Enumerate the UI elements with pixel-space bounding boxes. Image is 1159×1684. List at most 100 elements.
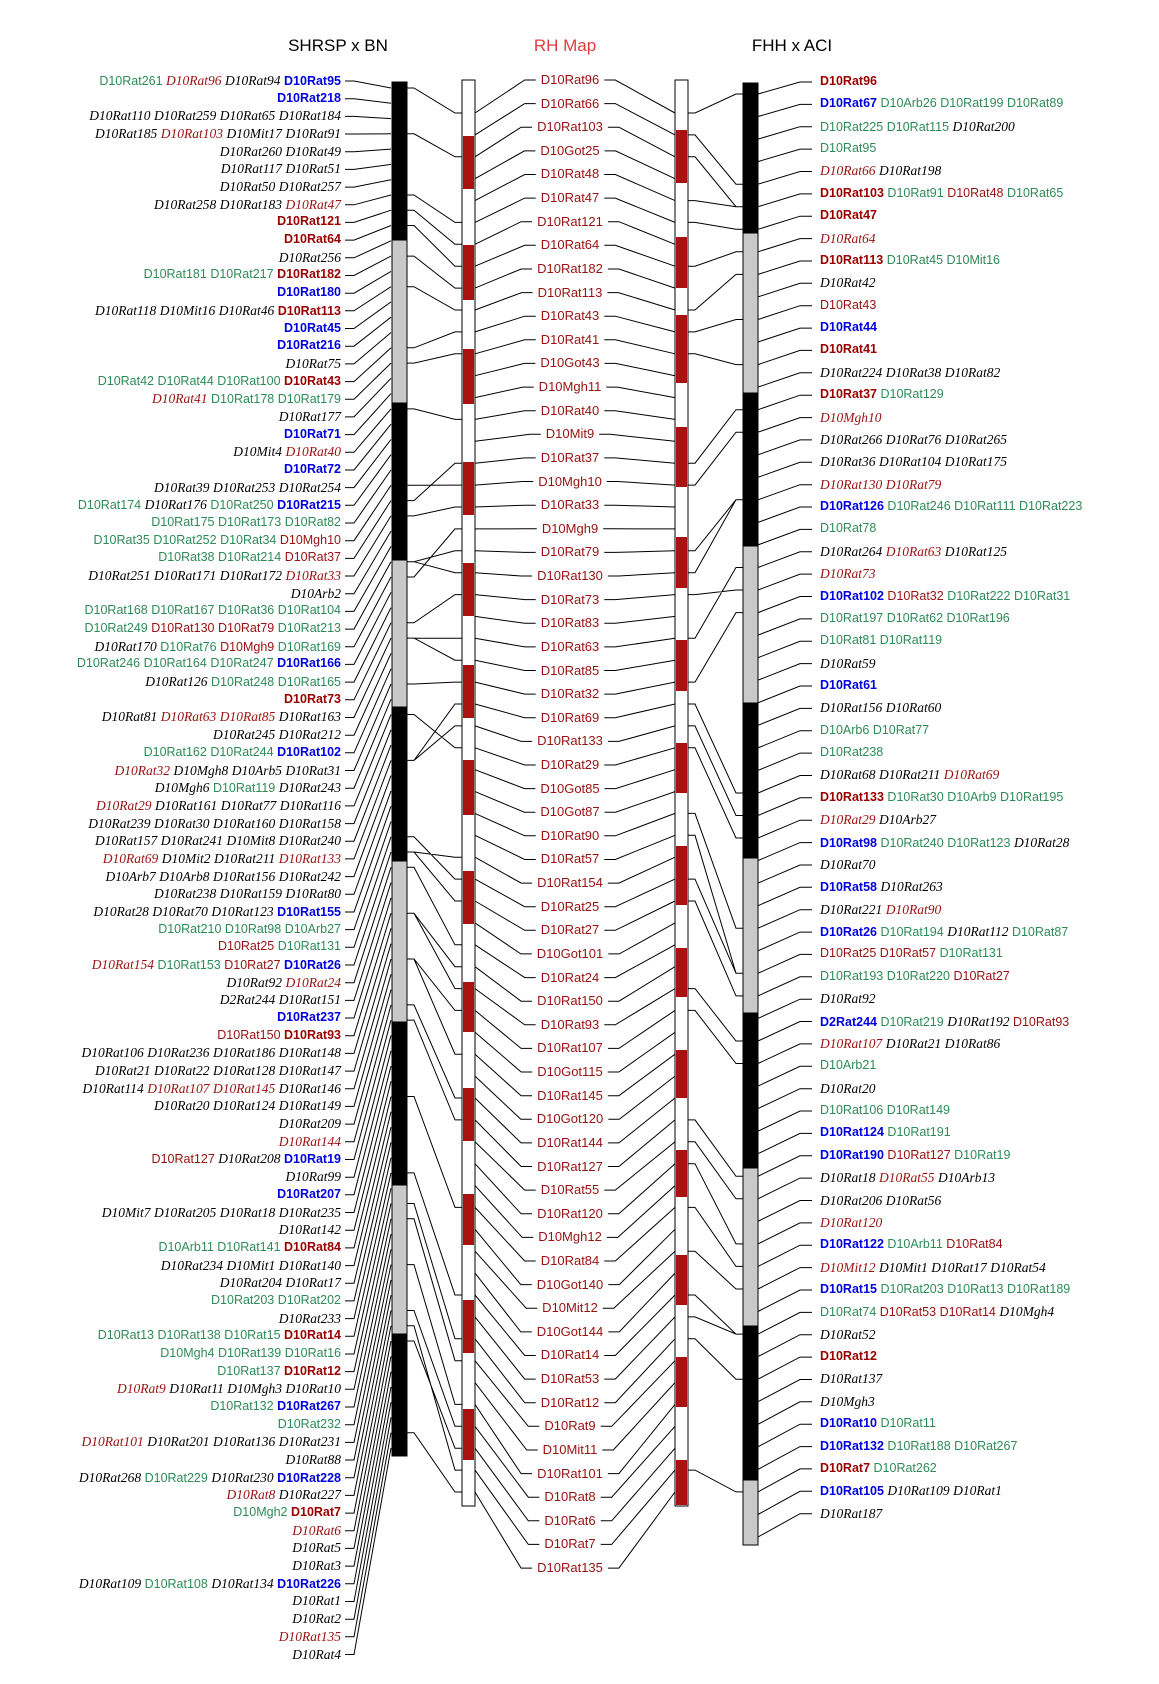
rh-map-row: D10Rat182 [537, 261, 603, 276]
marker-label: D10Rat196 [946, 610, 1010, 625]
marker-label: D10Rat154 [537, 875, 603, 891]
marker-label: D10Rat100 [217, 373, 281, 388]
marker-label: D10Arb7 [105, 868, 156, 884]
left-map-row: D10Rat5 [292, 1540, 341, 1555]
marker-label: D10Rat27 [540, 922, 600, 938]
marker-label: D10Rat210 [158, 921, 222, 936]
left-map-row: D10Rat20 D10Rat124 D10Rat149 [154, 1098, 341, 1113]
marker-label: D10Rat3 [292, 1558, 341, 1574]
marker-label: D10Rat76 [160, 639, 217, 654]
rh-map-row: D10Rat130 [537, 568, 603, 583]
marker-label: D10Mgh10 [820, 409, 882, 425]
marker-label: D10Rat107 [537, 1040, 603, 1056]
left-map-row: D10Mgh2 D10Rat7 [233, 1505, 341, 1520]
marker-label: D10Arb26 [880, 96, 937, 111]
left-map-row: D10Rat38 D10Rat214 D10Rat37 [158, 550, 341, 565]
marker-label: D10Rat124 [820, 1125, 884, 1140]
marker-label: D10Rat186 [213, 1045, 276, 1061]
marker-label: D10Rat182 [277, 267, 341, 282]
marker-label: D10Rat9 [117, 1381, 166, 1397]
right-map-title: FHH x ACI [751, 36, 833, 55]
marker-label: D10Mgh3 [227, 1381, 283, 1397]
right-map-row: D10Rat37 D10Rat129 [820, 387, 944, 402]
rh-map-row: D10Rat66 [541, 96, 600, 111]
marker-label: D10Rat65 [219, 108, 276, 124]
marker-label: D10Rat167 [151, 603, 215, 618]
marker-label: D10Rat246 [76, 656, 141, 671]
marker-label: D10Rat139 [217, 1345, 282, 1360]
marker-label: D10Rat141 [217, 1239, 281, 1254]
right-map-row: D10Rat25 D10Rat57 D10Rat131 [820, 946, 1003, 961]
marker-label: D10Rat162 [143, 744, 207, 759]
left-map-row: D10Rat41 D10Rat178 D10Rat179 [152, 391, 341, 406]
marker-label: D10Rat140 [278, 1257, 341, 1273]
marker-label: D10Rat7 [820, 1460, 871, 1475]
marker-label: D10Rat133 [820, 789, 884, 804]
right-map-row: D10Rat105 D10Rat109 D10Rat1 [820, 1483, 1002, 1498]
rh-bar-left-band [463, 349, 474, 404]
marker-label: D10Rat209 [278, 1116, 341, 1132]
marker-label: D10Rat38 [158, 550, 215, 565]
marker-label: D10Rat235 [278, 1204, 341, 1220]
marker-label: D10Rat266 [820, 431, 883, 447]
left-map-row: D10Rat232 [278, 1417, 341, 1432]
marker-label: D10Rat131 [277, 939, 341, 954]
marker-label: D10Rat156 [213, 868, 276, 884]
rh-map-row: D10Mit12 [542, 1300, 598, 1315]
marker-label: D10Rat44 [157, 373, 214, 388]
marker-label: D10Rat123 [947, 835, 1011, 850]
marker-label: D10Rat55 [878, 1170, 935, 1186]
marker-label: D10Rat70 [152, 903, 208, 919]
left-map-row: D10Rat135 [279, 1629, 341, 1644]
marker-label: D10Rat43 [284, 373, 341, 388]
left-map-row: D10Rat42 D10Rat44 D10Rat100 D10Rat43 [98, 374, 341, 389]
marker-label: D10Rat182 [537, 260, 603, 276]
marker-label: D10Rat202 [277, 1292, 341, 1307]
marker-label: D10Rat251 [88, 568, 151, 584]
marker-label: D10Rat203 [880, 1281, 944, 1296]
rh-map-row: D10Got144 [537, 1324, 604, 1339]
marker-label: D10Mgh2 [233, 1505, 288, 1520]
marker-label: D10Rat37 [540, 449, 600, 465]
marker-label: D10Rat159 [219, 886, 283, 902]
rh-map-row: D10Got85 [540, 781, 599, 796]
marker-label: D10Rat120 [537, 1205, 603, 1221]
marker-label: D10Rat81 [101, 709, 158, 725]
marker-label: D10Rat104 [878, 454, 942, 470]
right-map-row: D10Rat137 [820, 1371, 882, 1386]
marker-label: D10Rat236 [147, 1045, 210, 1061]
right-map-row: D10Rat264 D10Rat63 D10Rat125 [820, 544, 1007, 559]
marker-label: D10Rat25 [820, 946, 877, 961]
marker-label: D10Rat7 [544, 1536, 596, 1552]
fhh-ideogram-segment [742, 1325, 759, 1481]
marker-label: D10Rat130 [820, 476, 883, 492]
rh-bar-left-band [463, 462, 474, 515]
marker-label: D10Rat118 [95, 302, 157, 318]
rh-map-row: D10Rat27 [541, 922, 600, 937]
rh-map-row: D10Rat145 [537, 1088, 603, 1103]
marker-label: D10Rat180 [277, 285, 341, 300]
right-map-row: D10Rat70 [820, 857, 876, 872]
marker-label: D10Rat237 [277, 1010, 341, 1025]
rh-map-row: D10Mgh11 [539, 379, 602, 394]
rh-map-row: D10Rat24 [541, 970, 600, 985]
left-map-row: D10Rat28 D10Rat70 D10Rat123 D10Rat155 [93, 904, 341, 919]
marker-label: D10Rat177 [278, 408, 341, 424]
marker-label: D10Rat79 [885, 476, 942, 492]
left-map-row: D10Rat256 [279, 250, 341, 265]
left-map-title: SHRSP x BN [288, 36, 388, 55]
rh-map-row: D10Rat48 [541, 166, 600, 181]
rh-bar-right-band [676, 846, 687, 905]
left-map-row: D10Rat203 D10Rat202 [211, 1293, 341, 1308]
left-map-row: D10Rat154 D10Rat153 D10Rat27 D10Rat26 [92, 957, 341, 972]
marker-label: D10Rat99 [285, 1169, 342, 1185]
right-map-row: D10Rat126 D10Rat246 D10Rat111 D10Rat223 [820, 499, 1082, 514]
marker-label: D10Rat45 [886, 252, 944, 267]
rh-bar-right-band [676, 1357, 687, 1407]
marker-label: D10Rat125 [944, 543, 1007, 559]
left-map-row: D10Rat210 D10Rat98 D10Arb27 [158, 922, 341, 937]
marker-label: D10Rat130 [537, 568, 603, 584]
marker-label: D10Rat48 [947, 185, 1004, 200]
rh-map-row: D10Rat103 [537, 119, 603, 134]
marker-label: D10Rat230 [211, 1469, 274, 1485]
